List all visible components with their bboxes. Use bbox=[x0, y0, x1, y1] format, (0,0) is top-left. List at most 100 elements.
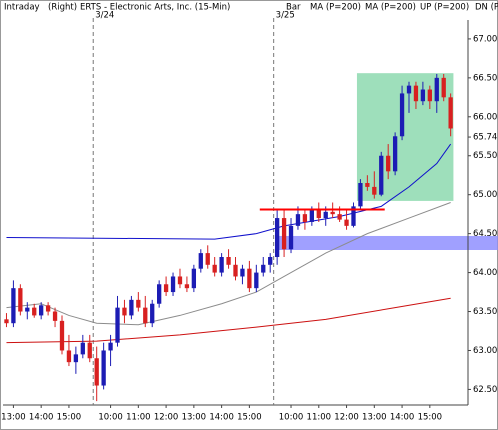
highlight-box bbox=[356, 73, 454, 201]
x-tick-label: 12:00 bbox=[334, 413, 359, 423]
candle-body bbox=[157, 284, 162, 304]
candle-body bbox=[351, 206, 356, 226]
candle-body bbox=[115, 307, 120, 343]
candle-body bbox=[18, 288, 23, 312]
candle-body bbox=[150, 303, 155, 324]
candle-body bbox=[406, 85, 412, 94]
candle-body bbox=[32, 307, 37, 316]
legend-entry: UP (P=200) bbox=[420, 3, 469, 13]
candle-body bbox=[372, 186, 377, 195]
x-tick-label: 14:00 bbox=[29, 413, 54, 423]
legend-entry: MA (P=200) bbox=[310, 3, 361, 13]
x-tick-label: 15:00 bbox=[237, 413, 262, 423]
candle-body bbox=[87, 342, 92, 359]
candle-body bbox=[386, 155, 391, 172]
candle-body bbox=[344, 219, 349, 226]
x-tick-label: 13:00 bbox=[362, 413, 387, 423]
y-tick-label: 65.00 bbox=[473, 190, 497, 200]
candle-body bbox=[101, 350, 106, 386]
candle-body bbox=[441, 77, 446, 98]
candle-body bbox=[198, 253, 203, 269]
candle-body bbox=[323, 211, 328, 219]
candle-body bbox=[365, 183, 370, 187]
x-tick-label: 15:00 bbox=[418, 413, 443, 423]
y-tick-label: 66.50 bbox=[473, 73, 497, 83]
x-tick-label: 12:00 bbox=[154, 413, 179, 423]
candle-body bbox=[219, 257, 224, 273]
candle-body bbox=[302, 214, 308, 222]
candle-body bbox=[420, 89, 426, 102]
candle-body bbox=[205, 253, 210, 265]
candle-body bbox=[240, 268, 245, 277]
y-tick-label: 65.50 bbox=[473, 151, 497, 161]
candle-body bbox=[281, 218, 287, 250]
y-tick-label: 66.00 bbox=[473, 112, 497, 122]
candle-body bbox=[4, 319, 9, 324]
chart-title: ERTS - Electronic Arts, Inc. (15-Min) bbox=[80, 3, 230, 13]
candle-body bbox=[108, 342, 113, 351]
candle-body bbox=[254, 272, 259, 289]
candle-body bbox=[448, 97, 453, 129]
y-tick-label: 62.50 bbox=[473, 385, 497, 395]
bar-label: Bar bbox=[286, 3, 301, 13]
candle-body bbox=[170, 276, 176, 293]
candle-body bbox=[80, 342, 85, 355]
candle-body bbox=[129, 299, 134, 316]
x-tick-label: 11:00 bbox=[307, 413, 332, 423]
y-tick-label: 63.00 bbox=[473, 346, 497, 356]
candle-body bbox=[427, 89, 432, 102]
candle-body bbox=[399, 93, 405, 137]
price-band bbox=[275, 235, 498, 250]
x-tick-label: 15:00 bbox=[57, 413, 82, 423]
candle-body bbox=[177, 276, 183, 285]
x-tick-label: 10:00 bbox=[279, 413, 304, 423]
candle-body bbox=[122, 307, 127, 316]
candle-body bbox=[163, 284, 169, 293]
candle-body bbox=[379, 155, 384, 195]
candle-body bbox=[191, 268, 197, 289]
candle-body bbox=[39, 305, 44, 316]
candle-body bbox=[94, 358, 99, 386]
x-tick-label: 11:00 bbox=[126, 413, 151, 423]
candle-body bbox=[66, 350, 72, 363]
candle-body bbox=[233, 264, 238, 277]
y-tick-label: 67.00 bbox=[473, 34, 497, 44]
candle-body bbox=[261, 264, 266, 273]
x-tick-label: 10:00 bbox=[98, 413, 123, 423]
x-tick-label: 14:00 bbox=[390, 413, 415, 423]
candle-body bbox=[136, 299, 141, 308]
candle-body bbox=[274, 218, 280, 258]
candle-body bbox=[59, 320, 65, 351]
candle-body bbox=[413, 85, 419, 102]
y-tick-label: 65.74 bbox=[473, 133, 497, 143]
candle-body bbox=[184, 284, 190, 289]
candle-body bbox=[330, 211, 335, 215]
candle-body bbox=[25, 307, 30, 312]
legend-entry: MA (P=200) bbox=[365, 3, 416, 13]
y-tick-label: 64.50 bbox=[473, 229, 497, 239]
x-tick-label: 13:00 bbox=[182, 413, 207, 423]
candle-body bbox=[212, 264, 217, 273]
candle-body bbox=[316, 210, 321, 219]
candle-body bbox=[392, 136, 398, 172]
legend-entry: DN (P=200) bbox=[475, 3, 498, 13]
candle-body bbox=[143, 307, 148, 324]
candle-body bbox=[226, 257, 231, 265]
x-tick-label: 13:00 bbox=[1, 413, 26, 423]
day-label: 3/24 bbox=[95, 11, 114, 21]
candle-body bbox=[73, 354, 79, 363]
indicator-line bbox=[6, 202, 451, 326]
candle-body bbox=[45, 305, 51, 312]
candle-body bbox=[11, 288, 16, 324]
x-tick-label: 14:00 bbox=[209, 413, 234, 423]
day-label: 3/25 bbox=[276, 11, 295, 21]
y-tick-label: 64.00 bbox=[473, 268, 497, 278]
candle-body bbox=[337, 214, 342, 220]
candle-body bbox=[52, 311, 58, 321]
y-tick-label: 63.50 bbox=[473, 307, 497, 317]
candle-body bbox=[288, 225, 294, 250]
candle-body bbox=[434, 77, 439, 102]
candle-body bbox=[268, 257, 273, 265]
